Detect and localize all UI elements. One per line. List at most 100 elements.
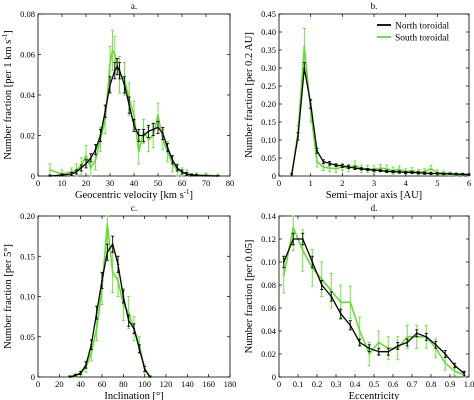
data-point-north — [290, 174, 293, 176]
data-point-north — [137, 134, 140, 137]
data-point-north — [373, 169, 375, 172]
data-point-north — [70, 173, 73, 175]
x-tick-label: 60 — [178, 178, 187, 188]
data-point-north — [316, 149, 318, 152]
y-tick-label: 0.15 — [261, 117, 276, 127]
data-point-south — [137, 150, 140, 153]
data-point-north — [311, 261, 314, 263]
data-point-south — [354, 164, 356, 167]
data-point-north — [142, 134, 145, 137]
y-tick-label: 0.08 — [20, 9, 35, 19]
data-point-south — [379, 167, 382, 169]
data-point-north — [379, 169, 382, 172]
plot-frame — [278, 215, 470, 378]
data-point-north — [85, 364, 87, 366]
x-tick-label: 0 — [36, 379, 40, 389]
data-point-north — [157, 126, 159, 129]
x-tick-label: 80 — [226, 178, 235, 188]
y-tick-label: 0.10 — [261, 257, 276, 267]
x-tick-label: 20 — [82, 178, 91, 188]
data-point-south — [113, 53, 116, 56]
x-tick-label: 0 — [36, 178, 40, 188]
chart-title: d. — [371, 203, 378, 213]
data-point-north — [436, 172, 439, 175]
data-point-north — [430, 172, 432, 175]
x-axis-label-sup: -1 — [184, 188, 190, 196]
series-line-north — [49, 66, 219, 177]
data-point-north — [80, 167, 83, 169]
legend-label-south: South toroidal — [395, 34, 449, 44]
data-point-north — [89, 156, 92, 159]
data-point-south — [349, 301, 352, 304]
x-tick-label: 0.4 — [350, 379, 361, 389]
data-point-north — [75, 171, 78, 173]
data-point-north — [116, 65, 119, 68]
x-tick-label: 70 — [202, 178, 211, 188]
data-point-south — [147, 138, 150, 141]
data-point-north — [463, 372, 466, 375]
data-point-south — [368, 353, 371, 355]
data-point-north — [368, 347, 371, 350]
series-line-south — [69, 223, 151, 378]
y-tick-label: 0.06 — [20, 50, 35, 60]
data-point-south — [328, 167, 331, 169]
data-point-north — [330, 295, 333, 298]
data-point-north — [322, 160, 325, 163]
x-axis-label: Geocentric velocity [km s-1] — [75, 188, 193, 201]
x-tick-label: 180 — [224, 379, 237, 389]
legend: North toroidal South toroidal — [377, 22, 449, 44]
x-tick-label: 0.7 — [407, 379, 418, 389]
data-point-south — [301, 249, 304, 252]
x-tick-label: 0.1 — [293, 379, 304, 389]
data-point-north — [85, 162, 87, 165]
data-point-north — [118, 69, 121, 72]
data-point-south — [109, 63, 111, 66]
data-point-north — [95, 311, 98, 314]
data-point-south — [89, 167, 92, 169]
data-point-north — [133, 327, 135, 330]
data-point-north — [415, 332, 418, 335]
y-tick-label: 0.25 — [261, 81, 276, 91]
chart-panel-3: d. 0 0.1 0.2 0.3 0.4 0.5 0.6 0.7 0.8 0.9 1.0 0 0.02 0.… — [244, 203, 474, 400]
x-tick-label: 0 — [277, 379, 281, 389]
data-point-south — [127, 311, 130, 314]
data-point-north — [303, 67, 306, 69]
y-tick-label: 0 — [272, 171, 276, 181]
data-point-south — [104, 118, 107, 121]
y-tick-label: 0.04 — [261, 326, 277, 336]
data-point-north — [387, 350, 390, 353]
x-tick-label: 60 — [98, 379, 107, 389]
data-point-north — [282, 261, 285, 263]
chart-title: b. — [371, 1, 378, 11]
data-point-north — [455, 173, 458, 176]
series-line-south — [283, 226, 465, 376]
data-point-north — [133, 124, 135, 127]
data-point-south — [320, 278, 323, 281]
data-point-north — [320, 284, 323, 286]
y-tick-label: 0.05 — [20, 332, 35, 342]
data-point-north — [425, 335, 428, 338]
series-line-north — [291, 67, 470, 176]
x-tick-label: 140 — [181, 379, 194, 389]
data-point-north — [434, 343, 437, 346]
data-point-north — [385, 170, 388, 173]
data-point-south — [358, 330, 361, 332]
data-point-north — [104, 110, 107, 113]
x-tick-label: 50 — [154, 178, 163, 188]
x-tick-label: 120 — [160, 379, 173, 389]
data-point-south — [94, 158, 97, 161]
data-point-north — [406, 341, 409, 344]
data-point-north — [49, 175, 51, 177]
y-tick-label: 0.05 — [261, 153, 276, 163]
data-point-north — [292, 238, 295, 240]
x-tick-label: 2 — [340, 178, 344, 188]
data-point-south — [444, 362, 447, 365]
data-point-north — [297, 135, 299, 138]
data-point-north — [117, 263, 119, 266]
y-tick-label: 0.45 — [261, 9, 276, 19]
data-point-south — [95, 327, 98, 330]
series-line-south — [290, 45, 470, 176]
data-point-north — [143, 368, 146, 370]
data-point-north — [442, 172, 445, 175]
